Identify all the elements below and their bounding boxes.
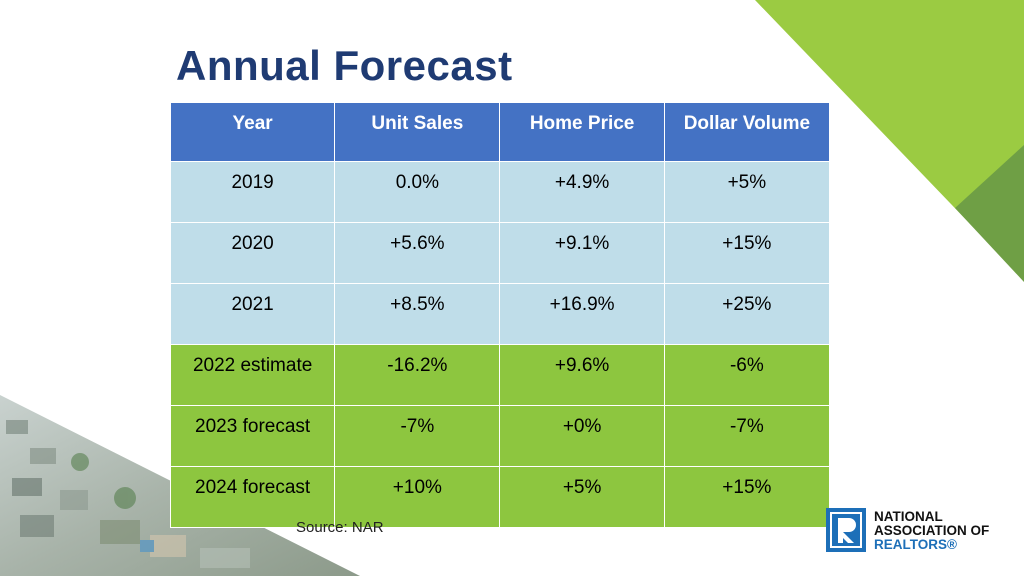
cell-unit-sales: -16.2%: [334, 344, 501, 406]
header-year: Year: [169, 102, 336, 162]
cell-year: 2022 estimate: [169, 344, 336, 406]
logo-line-1: NATIONAL: [874, 509, 943, 524]
cell-year: 2019: [169, 161, 336, 223]
realtor-r-icon: [826, 508, 866, 552]
cell-home-price: +9.6%: [499, 344, 665, 406]
table-header-row: Year Unit Sales Home Price Dollar Volume: [169, 102, 831, 162]
table-row: 2020 +5.6% +9.1% +15%: [169, 222, 831, 284]
cell-home-price: +9.1%: [499, 222, 665, 284]
header-unit-sales: Unit Sales: [334, 102, 501, 162]
table-row: 2019 0.0% +4.9% +5%: [169, 161, 831, 223]
cell-dollar-volume: -7%: [663, 405, 831, 467]
forecast-table: Year Unit Sales Home Price Dollar Volume…: [169, 102, 831, 528]
table-row: 2022 estimate -16.2% +9.6% -6%: [169, 344, 831, 406]
logo-line-3: REALTORS®: [874, 537, 957, 552]
cell-home-price: +5%: [499, 466, 665, 528]
green-triangle-dark: [955, 145, 1024, 282]
cell-year: 2020: [169, 222, 336, 284]
table-row: 2023 forecast -7% +0% -7%: [169, 405, 831, 467]
header-home-price: Home Price: [499, 102, 665, 162]
green-triangle-large: [755, 0, 1024, 280]
cell-dollar-volume: +25%: [663, 283, 831, 345]
cell-dollar-volume: +15%: [663, 222, 831, 284]
cell-unit-sales: -7%: [334, 405, 501, 467]
cell-home-price: +0%: [499, 405, 665, 467]
header-dollar-volume: Dollar Volume: [663, 102, 831, 162]
page-title: Annual Forecast: [176, 42, 513, 89]
table-row: 2024 forecast +10% +5% +15%: [169, 466, 831, 528]
cell-dollar-volume: -6%: [663, 344, 831, 406]
cell-year: 2023 forecast: [169, 405, 336, 467]
cell-home-price: +4.9%: [499, 161, 665, 223]
cell-year: 2024 forecast: [169, 466, 336, 528]
cell-unit-sales: 0.0%: [334, 161, 501, 223]
nar-logo: NATIONAL ASSOCIATION OF REALTORS®: [826, 508, 1016, 554]
cell-home-price: +16.9%: [499, 283, 665, 345]
cell-unit-sales: +10%: [334, 466, 501, 528]
table-row: 2021 +8.5% +16.9% +25%: [169, 283, 831, 345]
cell-unit-sales: +5.6%: [334, 222, 501, 284]
cell-unit-sales: +8.5%: [334, 283, 501, 345]
cell-dollar-volume: +15%: [663, 466, 831, 528]
logo-line-2: ASSOCIATION OF: [874, 523, 990, 538]
cell-dollar-volume: +5%: [663, 161, 831, 223]
cell-year: 2021: [169, 283, 336, 345]
source-note: Source: NAR: [296, 519, 384, 536]
